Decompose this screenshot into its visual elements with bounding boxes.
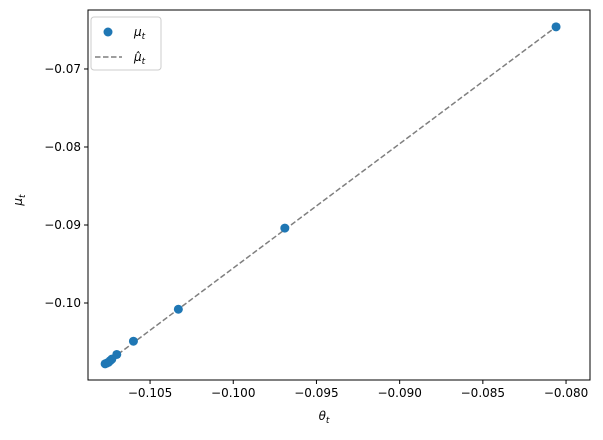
- plot-frame: [87, 9, 591, 381]
- legend-label-scatter: μt: [133, 25, 146, 42]
- y-tick-label: −0.07: [44, 62, 81, 76]
- y-tick-label: −0.09: [44, 218, 81, 232]
- x-axis-label: θt: [319, 409, 330, 426]
- y-tick-label: −0.08: [44, 140, 81, 154]
- x-tick-label: −0.090: [377, 386, 421, 400]
- data-point: [128, 336, 138, 346]
- data-point: [551, 22, 561, 32]
- y-axis-label: μt: [11, 194, 28, 207]
- x-tick-label: −0.100: [211, 386, 255, 400]
- data-point: [173, 304, 183, 314]
- x-tick-label: −0.095: [294, 386, 338, 400]
- data-point: [280, 223, 290, 233]
- fit-line: [104, 26, 557, 365]
- legend-marker-scatter: [103, 27, 113, 37]
- y-tick-label: −0.10: [44, 296, 81, 310]
- x-tick-label: −0.080: [544, 386, 588, 400]
- x-tick-label: −0.085: [461, 386, 505, 400]
- legend: [90, 16, 162, 71]
- data-point: [112, 349, 122, 359]
- x-tick-label: −0.105: [128, 386, 172, 400]
- legend-label-fit: μ̂t: [133, 50, 146, 67]
- legend-box: [90, 16, 162, 71]
